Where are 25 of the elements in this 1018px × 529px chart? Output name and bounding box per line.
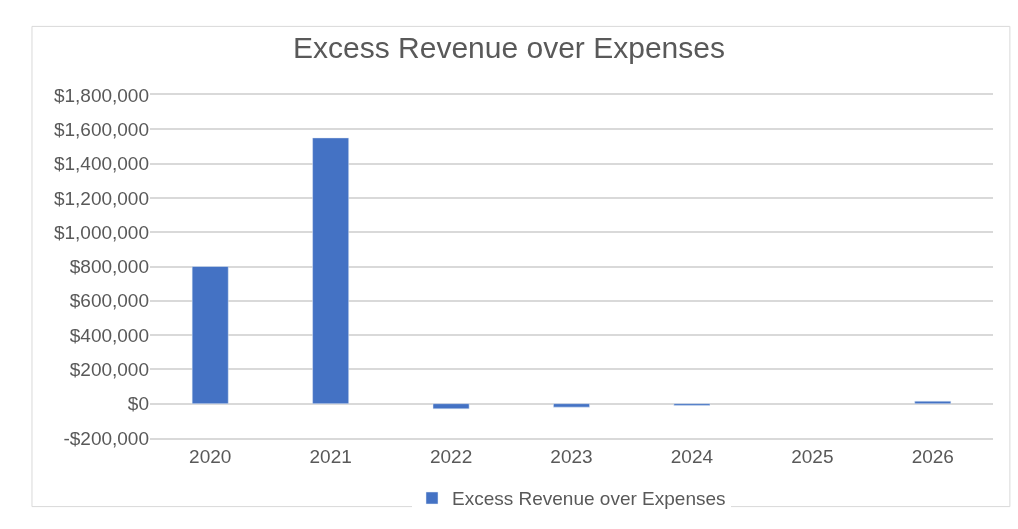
chart-title: Excess Revenue over Expenses — [293, 31, 725, 65]
bar — [432, 403, 470, 410]
x-tick-label: 2025 — [791, 445, 834, 467]
y-tick-label: $1,800,000 — [53, 84, 149, 106]
x-tick-label: 2023 — [550, 445, 593, 467]
bar — [312, 137, 349, 404]
y-tick-label: $1,200,000 — [53, 187, 149, 209]
y-tick-label: $1,000,000 — [53, 221, 149, 243]
x-tick-label: 2020 — [189, 445, 232, 467]
y-tick-label: $1,400,000 — [53, 153, 149, 175]
x-tick-label: 2021 — [309, 445, 352, 467]
x-tick-label: 2022 — [429, 445, 473, 467]
legend-label: Excess Revenue over Expenses — [452, 488, 726, 510]
bar — [914, 400, 952, 404]
bar — [191, 266, 229, 404]
y-tick-label: $200,000 — [69, 359, 149, 381]
x-tick-label: 2026 — [911, 445, 954, 467]
y-tick-label: $1,600,000 — [53, 118, 149, 140]
y-tick-label: $800,000 — [69, 256, 149, 278]
y-tick-label: $600,000 — [69, 290, 149, 312]
bar — [553, 403, 590, 408]
x-tick-label: 2024 — [670, 445, 714, 467]
y-tick-label: $0 — [127, 393, 149, 415]
y-tick-label: $400,000 — [69, 324, 149, 346]
y-tick-label: -$200,000 — [63, 427, 149, 449]
